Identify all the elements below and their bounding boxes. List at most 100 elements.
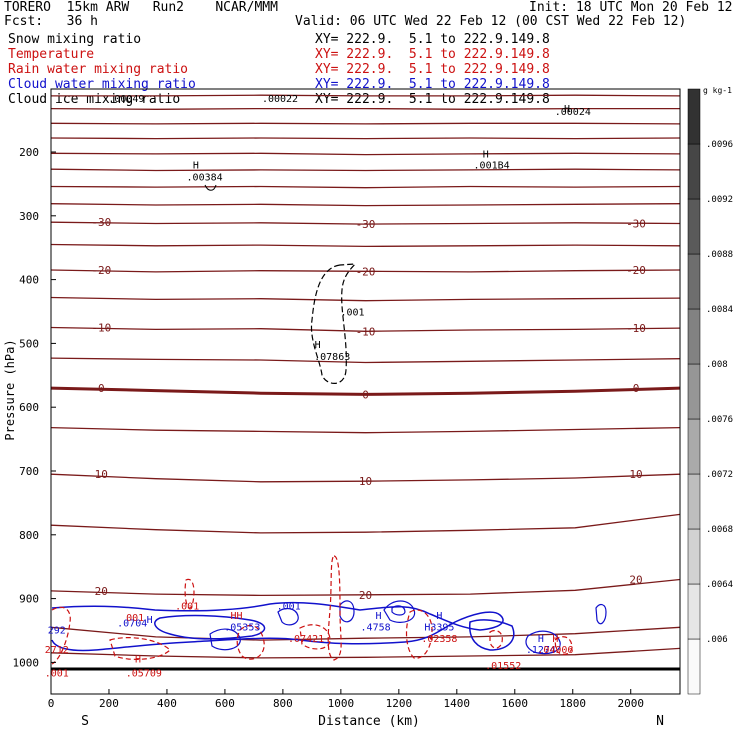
colorbar-swatch bbox=[687, 88, 701, 145]
colorbar-tick-label: .0064 bbox=[706, 580, 733, 590]
snow-contour bbox=[204, 184, 217, 191]
colorbar-swatch bbox=[687, 363, 701, 420]
temperature-isotherm bbox=[50, 243, 681, 248]
y-tick-label: 600 bbox=[19, 401, 39, 414]
field-name-rain: Rain water mixing ratio bbox=[8, 62, 189, 77]
colorbar-swatch bbox=[687, 583, 701, 640]
y-tick-label: 1000 bbox=[13, 656, 40, 669]
temperature-isotherm bbox=[50, 296, 681, 302]
temperature-isotherm bbox=[50, 357, 681, 364]
y-tick-label: 400 bbox=[19, 274, 39, 287]
maximum-label: HH bbox=[230, 611, 242, 622]
y-tick-label: 500 bbox=[19, 337, 39, 350]
cloud-water-contour-a bbox=[51, 601, 504, 652]
isotherm-label: 0 bbox=[633, 382, 640, 395]
colorbar-swatch bbox=[687, 473, 701, 530]
isotherm-label: 20 bbox=[629, 574, 642, 587]
maximum-label: .04906 bbox=[537, 645, 573, 656]
x-tick-label: 1200 bbox=[386, 697, 413, 710]
field-name-temperature: Temperature bbox=[8, 47, 95, 62]
temperature-isotherm bbox=[51, 94, 681, 97]
maximum-label: 292 bbox=[48, 626, 66, 637]
maximum-label: H bbox=[564, 104, 570, 115]
isotherm-label: -30 bbox=[91, 216, 111, 229]
temperature-isotherm bbox=[50, 137, 681, 140]
isotherm-label: -20 bbox=[626, 264, 646, 277]
axis-layer: 0 200 400 600 800 1000 1200 1400 1600 1800 2000200… bbox=[13, 146, 644, 710]
x-tick-label: 200 bbox=[99, 697, 119, 710]
maximum-label: .07863 bbox=[314, 352, 350, 363]
x-tick-label: 2000 bbox=[617, 697, 644, 710]
maximum-label: .05709 bbox=[126, 668, 162, 679]
x-tick-label: 1400 bbox=[444, 697, 471, 710]
maximum-label: H bbox=[538, 634, 544, 645]
colorbar-unit: g kg-1 bbox=[703, 86, 732, 95]
isotherm-label: -30 bbox=[626, 218, 646, 231]
maximum-label: H3395 bbox=[424, 623, 454, 634]
x-tick-label: 600 bbox=[215, 697, 235, 710]
cloud-water-contour-b bbox=[154, 614, 266, 640]
isotherm-label: -10 bbox=[356, 325, 376, 338]
temperature-isotherm bbox=[50, 326, 681, 332]
temperature-isotherm bbox=[50, 473, 681, 483]
maximum-label: .001B4 bbox=[474, 161, 510, 172]
mixing-ratio-contours bbox=[51, 184, 607, 665]
y-axis-title: Pressure (hPa) bbox=[3, 339, 17, 440]
header-fcst: Fcst: 36 h bbox=[4, 14, 98, 29]
temperature-isotherm bbox=[50, 513, 681, 534]
colorbar-swatch bbox=[687, 143, 701, 200]
maximum-label: .00024 bbox=[555, 107, 591, 118]
temperature-isotherm bbox=[50, 203, 681, 207]
isotherm-label: 10 bbox=[95, 468, 108, 481]
isotherm-label: -20 bbox=[356, 265, 376, 278]
maximum-label: H bbox=[193, 161, 199, 172]
maximum-label: H bbox=[147, 615, 153, 626]
isotherm-label: 0 bbox=[98, 382, 105, 395]
x-axis-title: Distance (km) bbox=[318, 714, 420, 729]
y-tick-label: 700 bbox=[19, 465, 39, 478]
temperature-isotherm bbox=[50, 647, 681, 659]
header-valid: Valid: 06 UTC Wed 22 Feb 12 (00 CST Wed … bbox=[295, 14, 687, 29]
x-tick-label: 0 bbox=[48, 697, 55, 710]
colorbar-swatch bbox=[687, 638, 701, 695]
temperature-isotherm bbox=[50, 426, 681, 434]
cloud-water-contour-c bbox=[209, 628, 241, 651]
colorbar-tick-label: .0072 bbox=[706, 470, 733, 480]
x-tick-label: 1000 bbox=[328, 697, 355, 710]
colorbar-swatch bbox=[687, 528, 701, 585]
rain-contour-g bbox=[489, 629, 503, 649]
cloud-water-contour-d bbox=[277, 607, 299, 626]
cloud-water-contour-i bbox=[339, 600, 355, 623]
maximum-label: H bbox=[436, 611, 442, 622]
x-end-label-left: S bbox=[81, 714, 89, 729]
isotherm-label: 0 bbox=[362, 388, 369, 401]
cloud-water-contour-g bbox=[525, 630, 561, 655]
maximum-label: .01552 bbox=[485, 661, 521, 672]
maximum-label: .02358 bbox=[421, 634, 457, 645]
colorbar-tick-label: .0084 bbox=[706, 305, 733, 315]
maximum-label: H bbox=[552, 634, 558, 645]
isotherm-label: -30 bbox=[356, 218, 376, 231]
temperature-isotherm bbox=[50, 122, 681, 125]
y-tick-label: 800 bbox=[19, 529, 39, 542]
maximum-label: .00049 bbox=[108, 94, 144, 105]
colorbar-tick-label: .006 bbox=[706, 635, 728, 645]
field-xy-cloud-water: XY= 222.9. 5.1 to 222.9.149.8 bbox=[315, 77, 550, 92]
colorbar-tick-label: .0076 bbox=[706, 415, 733, 425]
label-layer: .00049.00022H.00024H.001B4H.00384.001H.0… bbox=[45, 94, 591, 679]
temperature-isotherm bbox=[50, 269, 681, 273]
maximum-label: H bbox=[375, 611, 381, 622]
temperature-isotherm bbox=[50, 185, 681, 189]
rain-contour-b bbox=[184, 578, 195, 609]
isotherm-label: 20 bbox=[95, 585, 108, 598]
colorbar-swatch bbox=[687, 308, 701, 365]
rain-contour-i bbox=[554, 636, 573, 655]
maximum-label: 001 bbox=[126, 613, 144, 624]
x-tick-label: 1800 bbox=[560, 697, 587, 710]
y-tick-label: 200 bbox=[19, 146, 39, 159]
rain-contour-f bbox=[405, 609, 433, 659]
temperature-isotherm bbox=[50, 168, 681, 172]
cloud-ice-contour bbox=[310, 263, 357, 384]
temperature-isotherm bbox=[50, 578, 681, 597]
